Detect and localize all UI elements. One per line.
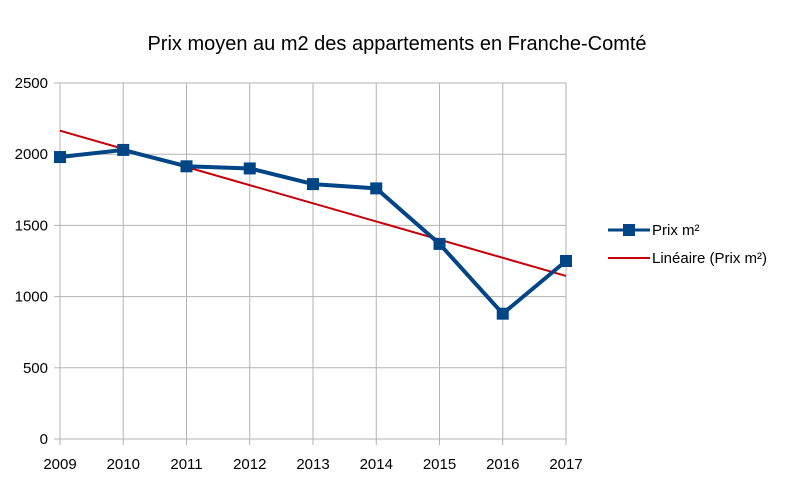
x-tick-label: 2012 [233, 456, 266, 473]
axes [59, 83, 566, 440]
legend-series-label: Prix m² [652, 222, 700, 239]
data-point-marker [560, 255, 572, 267]
y-tick-label: 2500 [15, 75, 48, 92]
x-tick-label: 2016 [486, 456, 519, 473]
gridlines [60, 82, 567, 439]
y-axis-ticks: 0 500 1000 1500 2000 2500 [15, 75, 60, 448]
x-axis-ticks: 2009 2010 2011 2012 2013 2014 2015 2016 2017 [43, 439, 583, 473]
x-tick-label: 2013 [296, 456, 329, 473]
x-tick-label: 2017 [549, 456, 582, 473]
data-point-marker [117, 143, 130, 156]
data-point-marker [243, 162, 256, 175]
y-tick-label: 2000 [15, 146, 48, 163]
series-group [54, 143, 572, 320]
y-tick-label: 1500 [15, 217, 48, 234]
x-tick-label: 2011 [170, 456, 202, 473]
data-point-marker [370, 182, 383, 195]
data-point-marker [496, 307, 509, 320]
x-tick-label: 2014 [360, 456, 393, 473]
data-point-marker [307, 178, 319, 191]
legend-trendline-label: Linéaire (Prix m²) [652, 250, 767, 267]
data-point-marker [180, 160, 193, 173]
data-point-marker [54, 151, 66, 164]
legend: Prix m² Linéaire (Prix m²) [608, 222, 767, 267]
legend-series-swatch-marker [623, 224, 635, 236]
x-tick-label: 2015 [423, 456, 456, 473]
y-tick-label: 0 [40, 431, 48, 448]
y-tick-label: 1000 [15, 289, 48, 306]
chart-title: Prix moyen au m2 des appartements en Fra… [147, 33, 646, 55]
data-point-marker [433, 237, 446, 250]
x-tick-label: 2010 [107, 456, 140, 473]
x-tick-label: 2009 [43, 456, 76, 473]
y-tick-label: 500 [23, 360, 48, 377]
